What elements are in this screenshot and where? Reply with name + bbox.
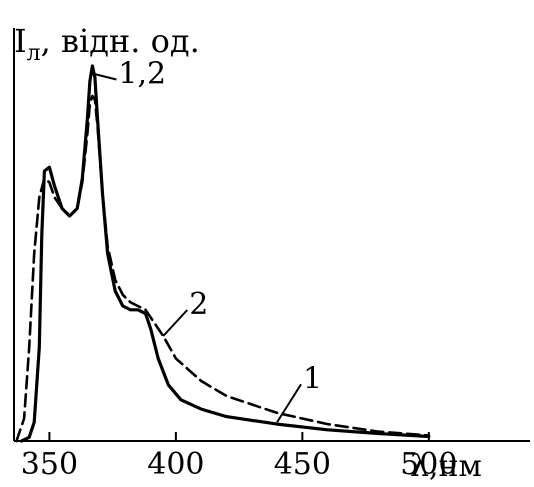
- y-axis-label-subscript: л: [27, 41, 41, 66]
- x-tick-label-450: 450: [274, 447, 331, 482]
- x-ticks: 350 400 450 500: [21, 432, 457, 482]
- annotation-leader-0: [92, 72, 117, 81]
- axes: [13, 28, 530, 442]
- y-axis-label: Iл, відн. од.: [14, 22, 200, 66]
- x-axis-label: λ,нм: [410, 449, 482, 484]
- series-line-2: [15, 94, 431, 443]
- y-axis-label-main: I: [14, 22, 27, 60]
- annotation-label-2: 1: [303, 361, 322, 396]
- x-tick-label-350: 350: [21, 447, 78, 482]
- annotation-leader-2: [276, 383, 302, 423]
- x-tick-label-400: 400: [147, 447, 204, 482]
- series-line-1: [20, 64, 431, 443]
- series-layer: [15, 64, 431, 443]
- annotation-label-0: 1,2: [118, 57, 166, 92]
- y-axis-label-rest: , відн. од.: [41, 22, 200, 60]
- annotation-layer: 1,2 2 1: [92, 57, 322, 423]
- annotation-leader-1: [162, 309, 188, 337]
- annotation-label-1: 2: [189, 287, 208, 322]
- x-tick-label-500: 500: [400, 447, 457, 482]
